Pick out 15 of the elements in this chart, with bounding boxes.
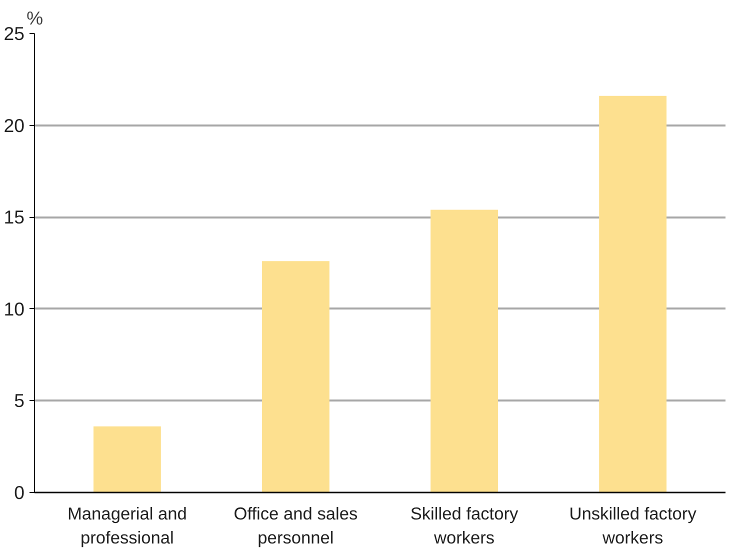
y-tick-label: 5: [14, 390, 25, 412]
y-tick-label: 15: [4, 206, 25, 228]
y-tick-label: 25: [4, 23, 25, 44]
y-axis-title: %: [26, 8, 44, 28]
y-tick-label: 0: [14, 482, 25, 503]
y-tick-label: 10: [4, 298, 25, 320]
x-tick-label: Unskilled factory workers: [569, 504, 697, 548]
bar: [93, 426, 161, 492]
x-tick-label: Skilled factory workers: [410, 504, 519, 548]
x-tick-label: Office and sales personnel: [234, 504, 358, 548]
bar: [262, 261, 330, 492]
bar: [430, 210, 498, 492]
bar: [599, 96, 667, 492]
x-tick-label: Managerial and professional: [67, 504, 187, 548]
y-tick-label: 20: [4, 114, 25, 136]
